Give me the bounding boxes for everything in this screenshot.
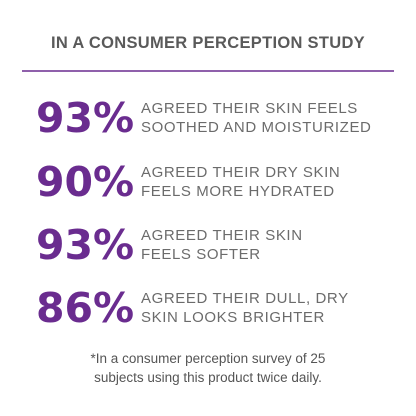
stat-text: AGREED THEIR DRY SKIN — [141, 164, 340, 181]
stat-text: FEELS SOFTER — [141, 246, 261, 263]
stat-value: 93% — [36, 221, 134, 269]
stat-text: FEELS MORE HYDRATED — [141, 183, 335, 200]
stat-value: 86% — [36, 284, 134, 332]
stat-text: AGREED THEIR SKIN — [141, 227, 303, 244]
stat-text: AGREED THEIR SKIN FEELS — [141, 100, 358, 117]
title: IN A CONSUMER PERCEPTION STUDY — [51, 34, 365, 52]
footnote-line: *In a consumer perception survey of 25 — [91, 351, 326, 366]
stat-text: SOOTHED AND MOISTURIZED — [141, 119, 371, 136]
stat-text: SKIN LOOKS BRIGHTER — [141, 309, 325, 326]
stat-value: 90% — [36, 158, 134, 206]
footnote-line: subjects using this product twice daily. — [94, 370, 322, 385]
stat-text: AGREED THEIR DULL, DRY — [141, 290, 349, 307]
stat-value: 93% — [36, 94, 134, 142]
stats-list: 93% AGREED THEIR SKIN FEELS SOOTHED AND MO… — [36, 94, 371, 332]
